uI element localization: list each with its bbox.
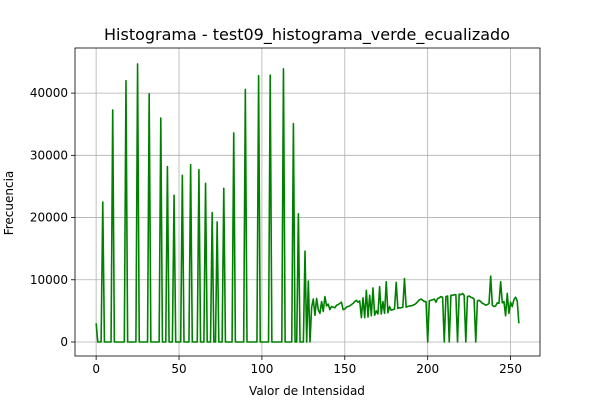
y-axis-ticks: 0 10000 20000 30000 40000 bbox=[30, 86, 75, 349]
x-tick-label: 150 bbox=[333, 362, 356, 376]
x-tick-label: 250 bbox=[499, 362, 522, 376]
y-tick-label: 20000 bbox=[30, 211, 68, 225]
y-tick-label: 30000 bbox=[30, 148, 68, 162]
plot-area bbox=[95, 63, 520, 343]
series-line bbox=[95, 63, 520, 343]
x-axis-ticks: 0 50 100 150 200 250 bbox=[92, 356, 522, 376]
y-tick-label: 40000 bbox=[30, 86, 68, 100]
x-axis-label: Valor de Intensidad bbox=[249, 384, 365, 398]
chart-title: Histograma - test09_histograma_verde_ecu… bbox=[104, 25, 510, 45]
y-axis-label: Frecuencia bbox=[2, 171, 16, 236]
x-tick-label: 200 bbox=[416, 362, 439, 376]
y-tick-label: 0 bbox=[60, 335, 68, 349]
x-tick-label: 50 bbox=[171, 362, 186, 376]
x-tick-label: 0 bbox=[92, 362, 100, 376]
axes-frame bbox=[74, 47, 541, 357]
grid bbox=[75, 48, 540, 356]
x-tick-label: 100 bbox=[250, 362, 273, 376]
y-tick-label: 10000 bbox=[30, 273, 68, 287]
